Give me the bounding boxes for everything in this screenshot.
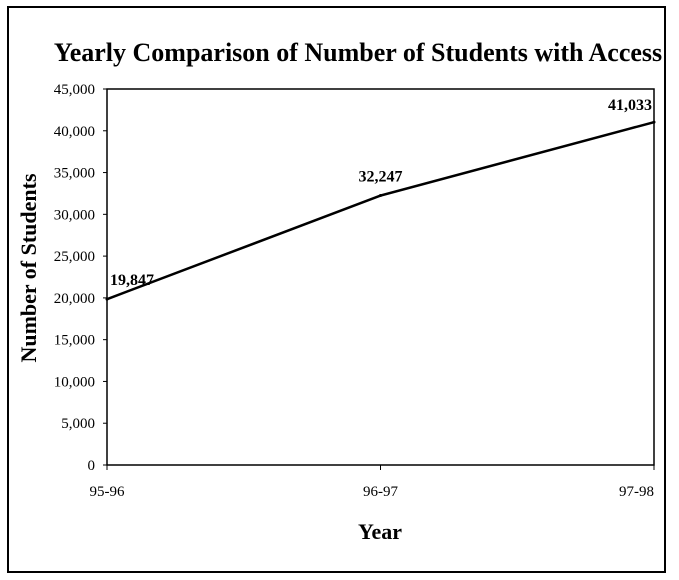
y-tick-label: 30,000 [54, 207, 95, 223]
series-line [106, 120, 655, 301]
y-tick-label: 5,000 [61, 416, 95, 432]
x-tick-label: 95-96 [90, 484, 125, 500]
chart-frame [7, 6, 666, 573]
y-tick-label: 20,000 [54, 291, 95, 307]
y-tick-label: 25,000 [54, 249, 95, 265]
y-tick-label: 45,000 [54, 82, 95, 98]
y-axis-ticks: 0 5,000 10,000 15,000 20,000 25,000 30,000 35,0… [54, 82, 107, 474]
data-label: 32,247 [359, 169, 403, 186]
data-point [652, 120, 656, 124]
x-tick-label: 97-98 [619, 484, 654, 500]
y-axis-title: Number of Students [16, 173, 41, 363]
series-line-group [105, 120, 656, 301]
y-tick-label: 35,000 [54, 166, 95, 182]
x-axis-ticks: 95-96 96-97 97-98 [90, 465, 655, 500]
y-tick-label: 15,000 [54, 333, 95, 349]
chart-title: Yearly Comparison of Number of Students … [54, 38, 662, 67]
data-label: 19,847 [110, 272, 154, 289]
y-tick-label: 0 [88, 458, 96, 474]
data-label-group: 19,847 32,247 41,033 [110, 97, 652, 289]
data-point [379, 194, 382, 198]
y-tick-label: 10,000 [54, 374, 95, 390]
x-tick-label: 96-97 [363, 484, 398, 500]
data-point [105, 297, 109, 301]
data-label: 41,033 [608, 97, 652, 114]
y-tick-label: 40,000 [54, 124, 95, 140]
x-axis-title: Year [358, 519, 402, 544]
